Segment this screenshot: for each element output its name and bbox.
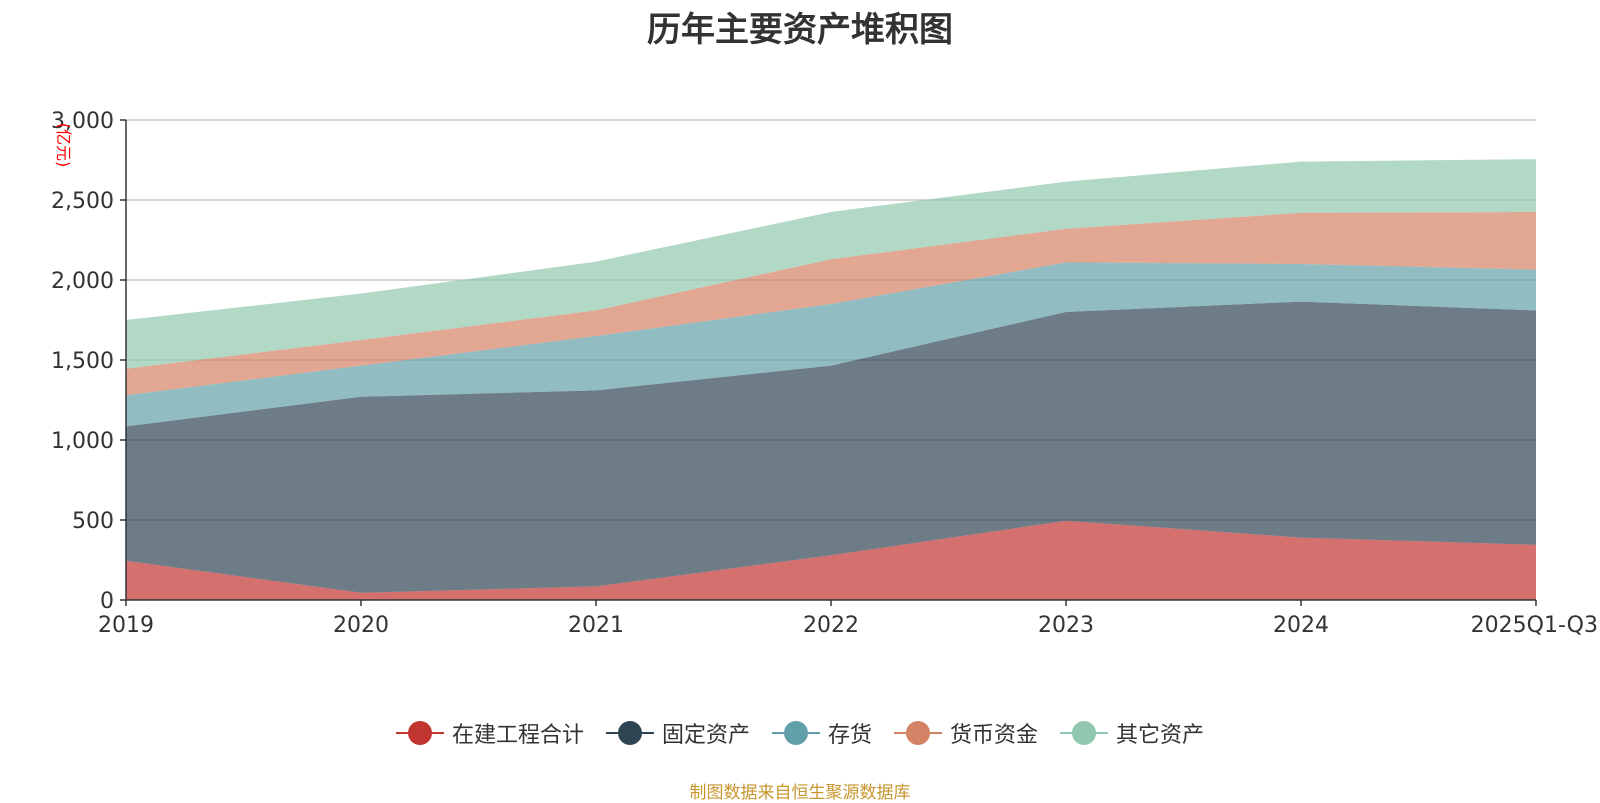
legend-label: 货币资金 — [950, 723, 1039, 748]
area-series-1[interactable] — [126, 301, 1536, 593]
y-tick-label: 1,000 — [51, 429, 114, 454]
x-tick-label: 2020 — [333, 613, 389, 638]
legend-item-2[interactable]: 存货 — [771, 717, 872, 749]
legend-dot — [407, 721, 432, 745]
legend-marker-icon — [395, 721, 444, 745]
legend-marker-icon — [1060, 721, 1109, 745]
legend-marker-icon — [605, 721, 654, 745]
x-tick-label: 2021 — [568, 613, 624, 638]
x-tick-label: 2025Q1-Q3 — [1471, 613, 1598, 638]
legend-item-4[interactable]: 其它资产 — [1060, 717, 1204, 749]
y-tick-label: 2,500 — [51, 189, 114, 214]
legend-marker-icon — [771, 721, 820, 745]
legend-dot — [617, 721, 642, 745]
legend-dot — [783, 721, 808, 745]
legend-label: 其它资产 — [1116, 723, 1205, 748]
y-tick-label: 0 — [100, 589, 114, 614]
x-tick-label: 2022 — [803, 613, 859, 638]
y-tick-label: 2,000 — [51, 269, 114, 294]
legend-item-0[interactable]: 在建工程合计 — [395, 717, 584, 749]
area-series-0[interactable] — [126, 520, 1536, 600]
legend-marker-icon — [894, 721, 942, 745]
x-tick-label: 2019 — [98, 613, 154, 638]
legend-dot — [1072, 721, 1097, 745]
y-tick-label: 3,000 — [51, 109, 114, 134]
y-tick-label: 1,500 — [51, 349, 114, 374]
legend-label: 固定资产 — [661, 723, 750, 748]
legend-label: 存货 — [827, 723, 872, 748]
axes: 0 500 1,000 1,500 2,000 2,500 3,000 2019 2020 202… — [51, 109, 1598, 638]
area-series-3[interactable] — [126, 212, 1536, 396]
y-tick-label: 500 — [72, 509, 114, 534]
area-series-2[interactable] — [126, 262, 1536, 427]
area-series-layer — [126, 159, 1536, 600]
legend-item-3[interactable]: 货币资金 — [894, 717, 1038, 749]
legend-label: 在建工程合计 — [451, 723, 584, 748]
legend-item-1[interactable]: 固定资产 — [605, 717, 750, 749]
legend-dot — [906, 721, 930, 745]
data-source-note: 制图数据来自恒生聚源数据库 — [689, 783, 911, 803]
x-tick-label: 2023 — [1038, 613, 1094, 638]
area-series-4[interactable] — [126, 159, 1536, 369]
x-tick-label: 2024 — [1273, 613, 1329, 638]
y-axis-unit-label: (亿元) — [54, 123, 73, 168]
chart-title: 历年主要资产堆积图 — [647, 10, 953, 50]
legend: 在建工程合计 固定资产 存货 货币资金 其它资产 — [0, 716, 1600, 750]
